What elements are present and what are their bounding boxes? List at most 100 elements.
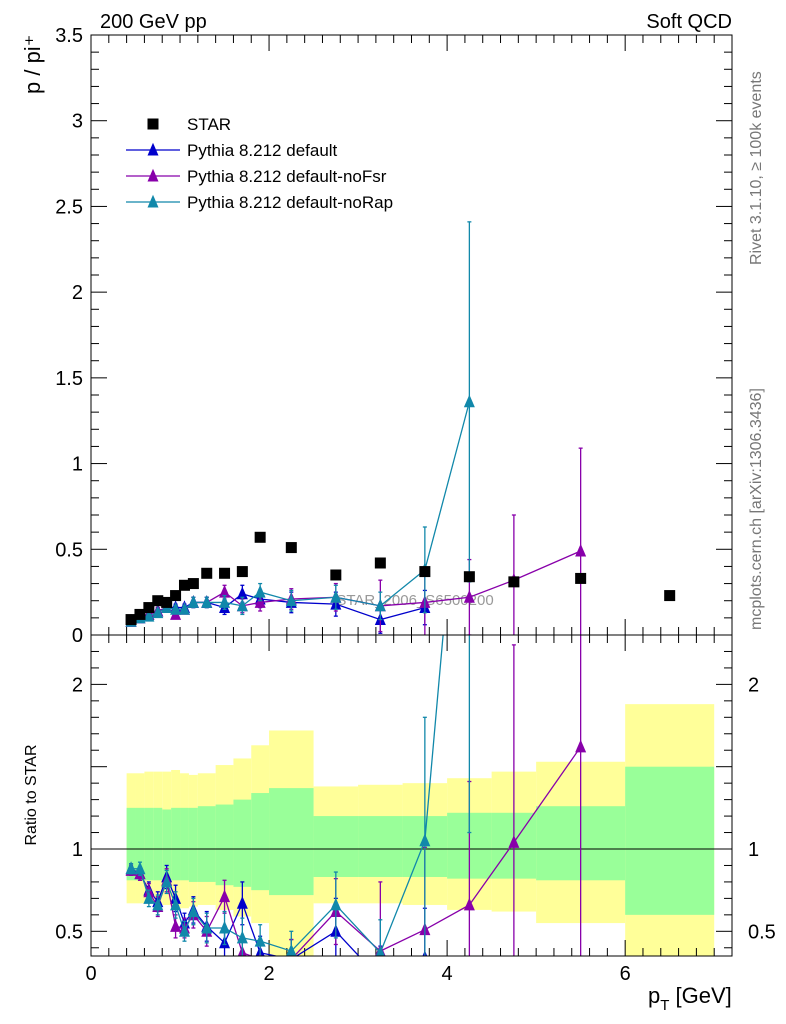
y-tick-label: 2 [72, 282, 83, 304]
star-marker [419, 566, 431, 578]
uncertainty-band-inner [269, 788, 314, 896]
top-norap-marker [187, 595, 199, 608]
star-marker [330, 569, 342, 581]
star-marker [575, 572, 587, 584]
y-tick-label-right: 2 [748, 674, 759, 696]
star-marker [285, 542, 297, 554]
star-marker [219, 567, 231, 579]
y-tick-label: 3.5 [55, 25, 83, 47]
top-norap-marker [219, 595, 231, 608]
ratio-norap-marker [254, 933, 266, 947]
ratio-panel: 0 2 4 6 0.5 0.5 1 1 2 2 Ratio to STAR pT [GeV] [23, 634, 776, 1014]
top-norap-marker [178, 602, 190, 615]
ratio-norap-marker [286, 943, 297, 956]
legend-label-nofsr: Pythia 8.212 default-noFsr [187, 167, 387, 186]
top-norap-marker [330, 590, 342, 603]
star-marker [143, 602, 155, 614]
top-norap-marker [236, 598, 248, 612]
ratio-nofsr-marker [219, 889, 231, 903]
star-marker [178, 579, 190, 591]
legend-marker-norap [147, 194, 159, 208]
uncertainty-band-inner [215, 804, 234, 886]
star-marker [187, 578, 199, 590]
top-nofsr-marker [463, 590, 475, 603]
top-norap-marker [170, 602, 182, 615]
uncertainty-band-inner [251, 793, 270, 891]
star-marker [161, 596, 173, 608]
main-y-axis-label: p / pi⁺ [20, 35, 45, 94]
mcplots-credit-label: mcplots.cern.ch [arXiv:1306.3436] [748, 388, 765, 630]
uncertainty-band-inner [313, 816, 359, 877]
y-tick-label-right: 1 [748, 839, 759, 861]
legend-marker-nofsr [147, 168, 159, 182]
legend-marker-default [147, 142, 159, 156]
top-norap-marker [152, 605, 164, 619]
uncertainty-band-inner [197, 806, 216, 882]
x-axis-label-unit: [GeV] [669, 983, 731, 1008]
x-axis-label: pT [GeV] [648, 983, 732, 1014]
uncertainty-band-inner [358, 816, 403, 877]
legend: STAR Pythia 8.212 default Pythia 8.212 def… [126, 115, 393, 212]
x-tick-label: 4 [442, 963, 453, 985]
top-nofsr-marker [219, 584, 231, 598]
ratio-nofsr-marker [463, 897, 475, 911]
top-default-marker [236, 586, 248, 600]
y-tick-label: 1.5 [55, 368, 83, 390]
y-tick-label: 2.5 [55, 196, 83, 218]
top-norap-marker [201, 595, 213, 608]
energy-label: 200 GeV pp [100, 11, 207, 33]
top-nofsr-marker [254, 595, 266, 608]
rivet-version-label: Rivet 3.1.10, ≥ 100k events [748, 71, 765, 265]
uncertainty-band-inner [144, 807, 154, 881]
y-tick-label: 0.5 [55, 921, 83, 943]
ratio-norap-marker [143, 891, 155, 904]
legend-star-marker [147, 118, 159, 130]
top-norap-marker [254, 584, 266, 598]
ratio-nofsr-marker [170, 919, 182, 932]
star-marker [170, 590, 182, 602]
ratio-norap-marker [330, 897, 342, 911]
top-norap-marker [285, 593, 297, 607]
x-tick-label: 6 [620, 963, 631, 985]
star-marker [254, 531, 266, 543]
ratio-norap-marker [219, 920, 231, 934]
ratio-norap-marker [125, 861, 137, 875]
ratio-norap-marker [170, 897, 182, 911]
x-axis-label-sub: T [660, 997, 669, 1014]
ratio-frame [90, 634, 733, 957]
y-tick-label-right: 0.5 [748, 921, 776, 943]
ratio-nofsr-marker [575, 739, 587, 753]
uncertainty-band-inner [625, 766, 715, 915]
star-marker [374, 557, 386, 569]
x-axis-label-p: p [648, 983, 660, 1008]
ratio-norap-marker [187, 904, 199, 917]
y-tick-label: 0 [72, 625, 83, 647]
star-marker [125, 614, 137, 626]
ratio-norap-marker [178, 924, 190, 937]
top-nofsr-marker [575, 543, 587, 557]
y-tick-label: 2 [72, 674, 83, 696]
uncertainty-band-inner [233, 799, 252, 887]
ratio-default-marker [375, 972, 386, 985]
process-label: Soft QCD [646, 11, 732, 33]
x-tick-label: 0 [85, 963, 96, 985]
top-norap-marker [374, 598, 386, 612]
legend-star-label: STAR [187, 115, 231, 134]
ratio-y-axis-label: Ratio to STAR [23, 744, 40, 845]
uncertainty-band-inner [162, 809, 172, 881]
star-marker [134, 608, 146, 620]
top-norap-marker [143, 608, 155, 622]
x-tick-label: 2 [263, 963, 274, 985]
star-marker [508, 576, 520, 588]
star-marker [664, 590, 676, 602]
uncertainty-band-inner [153, 807, 163, 881]
star-marker [236, 566, 248, 578]
legend-label-norap: Pythia 8.212 default-noRap [187, 193, 393, 212]
ratio-norap-marker [161, 874, 173, 888]
uncertainty-band-inner [180, 807, 189, 881]
y-tick-label: 0.5 [55, 539, 83, 561]
uncertainty-band-inner [171, 807, 181, 881]
y-tick-label: 3 [72, 111, 83, 133]
ratio-norap-marker [201, 920, 213, 934]
